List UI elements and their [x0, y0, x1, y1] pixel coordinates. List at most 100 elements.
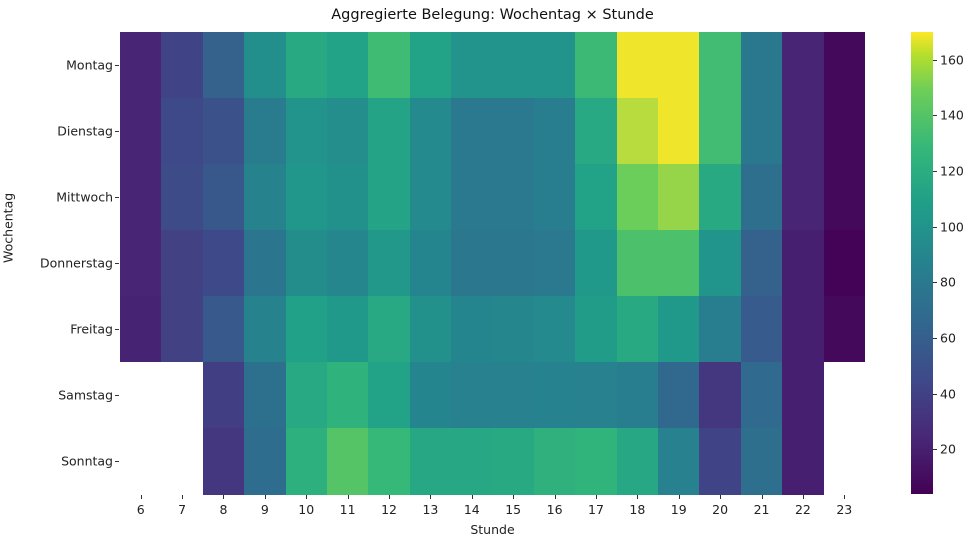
x-tick-label: 23 — [836, 502, 853, 517]
heatmap-cell — [740, 98, 783, 165]
x-tick-label: 17 — [588, 502, 604, 517]
heatmap-cell — [616, 428, 659, 495]
heatmap-cell — [161, 32, 204, 99]
y-tick-label: Freitag — [70, 321, 113, 337]
heatmap-cell — [120, 32, 162, 99]
heatmap-cell — [409, 164, 452, 231]
heatmap-cell — [740, 230, 783, 297]
y-tick-label: Mittwoch — [56, 189, 113, 205]
heatmap-cell — [740, 32, 783, 99]
heatmap-cell — [161, 296, 204, 363]
heatmap-cell — [699, 164, 742, 231]
heatmap-cell — [202, 230, 245, 297]
heatmap-cell — [368, 164, 411, 231]
heatmap-cell — [575, 428, 618, 495]
heatmap-cell — [575, 98, 618, 165]
heatmap-cell — [326, 362, 369, 429]
heatmap-cell — [202, 362, 245, 429]
heatmap-cell — [244, 230, 287, 297]
heatmap-cell — [120, 164, 162, 231]
heatmap-cell — [202, 296, 245, 363]
heatmap-cell — [782, 362, 825, 429]
heatmap-cell — [326, 164, 369, 231]
heatmap-cell — [740, 296, 783, 363]
heatmap-cell — [285, 164, 328, 231]
x-axis-title: Stunde — [470, 522, 515, 537]
heatmap-cell — [533, 296, 576, 363]
colorbar-tick-label: 40 — [940, 386, 956, 402]
x-tick-label: 9 — [260, 502, 269, 517]
heatmap-cell — [658, 164, 700, 231]
x-tick-mark — [389, 495, 391, 499]
heatmap-cell — [575, 164, 618, 231]
heatmap-cell — [492, 230, 535, 297]
heatmap-cell — [409, 362, 452, 429]
heatmap-cell — [533, 32, 576, 99]
heatmap-cell — [451, 296, 493, 363]
y-tick-mark — [115, 65, 119, 66]
heatmap-cell — [451, 32, 493, 99]
x-tick-label: 8 — [219, 502, 228, 517]
heatmap-cell — [368, 362, 411, 429]
heatmap-cell — [451, 230, 493, 297]
heatmap-cell — [368, 230, 411, 297]
heatmap-cell — [451, 98, 493, 165]
heatmap-cell — [161, 230, 204, 297]
x-tick-label: 18 — [629, 502, 646, 517]
heatmap-cell — [823, 164, 866, 231]
heatmap-cell — [782, 230, 825, 297]
x-tick-mark — [347, 495, 349, 499]
heatmap-cell — [616, 164, 659, 231]
heatmap-cell — [740, 428, 783, 495]
x-tick-label: 10 — [298, 502, 315, 517]
heatmap-cell — [616, 98, 659, 165]
heatmap-cell — [823, 98, 866, 165]
heatmap-cell — [326, 98, 369, 165]
heatmap-cell — [533, 230, 576, 297]
heatmap-cell — [244, 98, 287, 165]
y-tick-label: Montag — [66, 57, 113, 73]
colorbar-tick-label: 60 — [940, 330, 956, 346]
heatmap-cell — [782, 98, 825, 165]
chart-title: Aggregierte Belegung: Wochentag × Stunde — [331, 7, 654, 23]
heatmap-cell — [285, 296, 328, 363]
x-tick-label: 19 — [670, 502, 687, 517]
x-tick-label: 21 — [753, 502, 770, 517]
x-tick-label: 22 — [794, 502, 811, 517]
heatmap-cell — [244, 32, 287, 99]
heatmap-cell — [368, 32, 411, 99]
x-tick-mark — [637, 495, 639, 499]
colorbar — [911, 32, 933, 494]
heatmap-cell — [161, 164, 204, 231]
heatmap-cell — [616, 32, 659, 99]
heatmap-cell — [202, 32, 245, 99]
colorbar-tick-mark — [933, 338, 937, 340]
heatmap-cell — [823, 32, 866, 99]
heatmap-cell — [575, 362, 618, 429]
x-tick-label: 16 — [546, 502, 563, 517]
x-tick-mark — [595, 495, 597, 499]
y-tick-label: Sonntag — [61, 453, 113, 469]
heatmap-cell — [823, 296, 866, 363]
x-tick-mark — [513, 495, 515, 499]
x-tick-mark — [264, 495, 266, 499]
heatmap-cell — [161, 428, 204, 495]
x-tick-mark — [678, 495, 680, 499]
x-tick-label: 11 — [339, 502, 356, 517]
heatmap-cell — [782, 296, 825, 363]
heatmap-cell — [492, 296, 535, 363]
heatmap-cell — [533, 164, 576, 231]
heatmap-cell — [616, 362, 659, 429]
heatmap-cell — [326, 32, 369, 99]
x-tick-mark — [802, 495, 804, 499]
heatmap-cell — [823, 362, 866, 429]
x-tick-label: 14 — [463, 502, 480, 517]
heatmap-cell — [285, 32, 328, 99]
heatmap-cell — [575, 296, 618, 363]
heatmap-cell — [368, 98, 411, 165]
y-tick-mark — [115, 329, 119, 330]
heatmap-cell — [782, 32, 825, 99]
heatmap-cell — [533, 362, 576, 429]
colorbar-tick-mark — [933, 393, 937, 395]
y-tick-label: Samstag — [58, 387, 113, 403]
